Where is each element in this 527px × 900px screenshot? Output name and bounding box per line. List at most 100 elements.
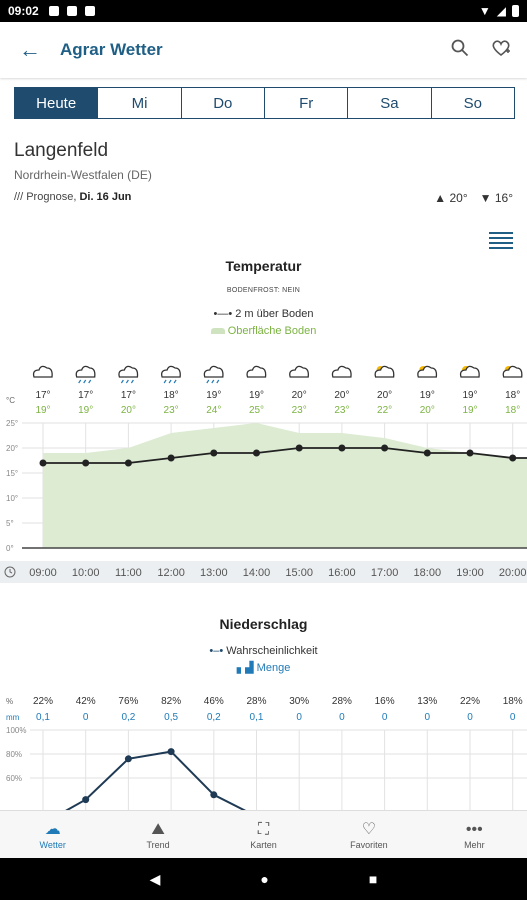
amount-label: 0,1 [250, 712, 264, 723]
tab-fr[interactable]: Fr [265, 88, 349, 118]
cloud-icon [246, 365, 267, 378]
y-tick-label: 80% [6, 750, 22, 759]
legend-amount: ▖▟ Menge [0, 661, 527, 674]
search-button[interactable] [451, 39, 469, 62]
probability-label: 22% [460, 696, 480, 707]
air-temp-point [509, 454, 517, 462]
battery-icon [512, 5, 519, 17]
surface-temp-label: 22° [377, 405, 392, 416]
surface-temp-label: 25° [249, 405, 264, 416]
cloud-shape [32, 365, 53, 378]
amount-unit-label: mm [6, 713, 20, 722]
amount-label: 0,2 [121, 712, 135, 723]
amount-label: 0 [510, 712, 516, 723]
map-icon: ⛶ [257, 820, 270, 838]
bottom-navigation: ☁ Wetter ⛰ Trend ⛶ Karten ♡ Favoriten ••… [0, 810, 527, 858]
more-icon: ••• [465, 820, 483, 838]
tab-mi[interactable]: Mi [98, 88, 182, 118]
cloud-shape [161, 365, 181, 378]
air-temp-point [39, 459, 47, 467]
probability-label: 22% [33, 696, 53, 707]
location-block: Langenfeld Nordrhein-Westfalen (DE) [14, 140, 152, 182]
status-notification-icons [48, 6, 95, 16]
air-temp-label: 18° [505, 390, 520, 401]
surface-temp-label: 19° [78, 405, 93, 416]
nav-wetter-label: Wetter [39, 839, 66, 850]
table-view-button[interactable] [489, 232, 513, 249]
weather-icon: ☁ [44, 820, 61, 838]
system-navigation: ◀ ● ■ [0, 858, 527, 900]
x-tick-label: 19:00 [456, 567, 484, 579]
system-back-button[interactable]: ◀ [149, 870, 161, 887]
probability-label: 28% [332, 696, 352, 707]
signal-icon: ◢ [496, 4, 506, 18]
surface-temp-label: 19° [35, 405, 50, 416]
tab-sa[interactable]: Sa [348, 88, 432, 118]
cloud-icon [331, 365, 352, 378]
sd-card-icon [66, 6, 77, 16]
air-temp-point [338, 444, 346, 452]
forecast-date-line: /// Prognose, Di. 16 Jun [14, 191, 131, 203]
wifi-icon: ▼ [478, 4, 491, 18]
legend-probability: •–• Wahrscheinlichkeit [0, 645, 527, 657]
legend-prob-label: Wahrscheinlichkeit [226, 645, 318, 657]
back-button[interactable]: ← [0, 22, 60, 78]
tab-heute[interactable]: Heute [15, 88, 99, 118]
y-tick-label: 10° [6, 494, 18, 503]
air-temp-point [423, 449, 431, 457]
rain-drops [163, 379, 177, 384]
tab-do[interactable]: Do [182, 88, 265, 118]
nav-trend[interactable]: ⛰ Trend [105, 811, 210, 858]
cloud-shape [246, 365, 267, 378]
probability-point [82, 796, 90, 804]
min-max-temps: ▲ 20° ▼ 16° [434, 191, 513, 205]
clock-face [4, 566, 16, 578]
amount-label: 0 [296, 712, 302, 723]
favorite-add-button[interactable] [491, 39, 511, 62]
arrow-back-icon: ← [19, 37, 41, 62]
min-temp: ▼ 16° [479, 191, 513, 205]
amount-label: 0 [425, 712, 431, 723]
clock-icon [4, 566, 16, 578]
nav-wetter[interactable]: ☁ Wetter [0, 811, 105, 858]
cloud-shape [75, 365, 96, 378]
surface-temp-label: 23° [334, 405, 349, 416]
nav-mehr[interactable]: ••• Mehr [422, 811, 527, 858]
amount-label: 0,1 [36, 712, 50, 723]
heart-icon: ♡ [361, 820, 377, 838]
air-temp-point [124, 459, 132, 467]
location-region: Nordrhein-Westfalen (DE) [14, 168, 152, 182]
rain-cloud-icon [118, 365, 139, 384]
amount-label: 0 [83, 712, 89, 723]
rain-cloud-icon [75, 365, 96, 384]
cloud-shape [331, 365, 352, 378]
system-recents-button[interactable]: ■ [368, 871, 378, 887]
rain-drops [206, 379, 220, 384]
storage-icon [84, 6, 95, 16]
tab-so[interactable]: So [463, 94, 482, 112]
system-home-button[interactable]: ● [260, 871, 269, 887]
ground-frost-label: BODENFROST: NEIN [226, 287, 301, 294]
cloud-icon [289, 365, 309, 378]
probability-point [210, 791, 218, 799]
nav-karten[interactable]: ⛶ Karten [211, 811, 316, 858]
location-city: Langenfeld [14, 140, 109, 161]
rain-drops [78, 379, 92, 384]
legend-bars-icon: ▖▟ [236, 662, 254, 674]
air-temp-point [167, 454, 175, 462]
probability-label: 46% [204, 696, 224, 707]
nav-favoriten[interactable]: ♡ Favoriten [316, 811, 421, 858]
nav-karten-label: Karten [250, 839, 277, 850]
probability-label: 42% [76, 696, 96, 707]
cloud-shape [374, 365, 395, 378]
air-temp-label: 19° [206, 390, 221, 401]
partly-sunny-icon [417, 365, 438, 378]
probability-label: 82% [161, 696, 181, 707]
nav-favoriten-label: Favoriten [350, 839, 388, 850]
surface-temp-label: 18° [505, 405, 520, 416]
surface-temp-label: 24° [206, 405, 221, 416]
day-tabs: Heute Mi Do Fr Sa So [14, 87, 515, 119]
cloud-shape [118, 365, 139, 378]
air-temp-label: 18° [164, 390, 179, 401]
temperature-title: Temperatur [225, 258, 302, 274]
